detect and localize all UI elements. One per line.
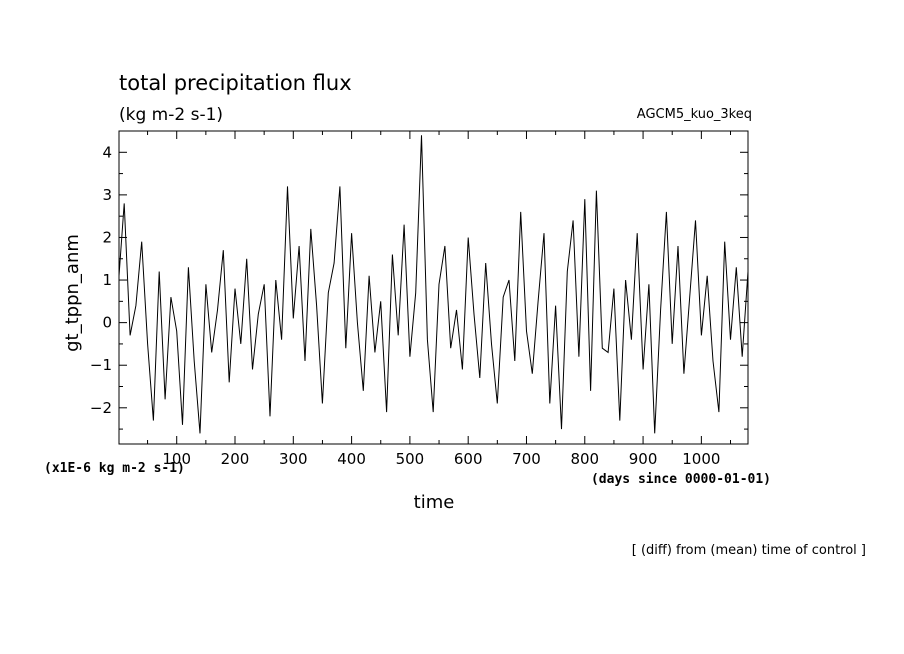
y-axis-label: gt_tppn_anm: [62, 234, 83, 352]
x-tick-label: 500: [396, 450, 425, 468]
x-axis-label: time: [414, 492, 455, 513]
x-tick-label: 800: [570, 450, 599, 468]
y-units-label: (x1E-6 kg m-2 s-1): [44, 461, 185, 476]
chart-title: total precipitation flux: [119, 71, 352, 95]
x-axis: 100 200 300 400 500 600 700 800 900 1000: [147, 131, 732, 468]
y-tick-label: 0: [102, 314, 112, 332]
y-tick-label: 3: [102, 186, 112, 204]
y-tick-label: 2: [102, 228, 112, 246]
y-axis: −2 −1 0 1 2 3 4: [90, 130, 748, 430]
plot-frame: [118, 130, 749, 445]
x-tick-label: 1000: [682, 450, 720, 468]
experiment-label: AGCM5_kuo_3keq: [637, 107, 752, 122]
y-tick-label: −2: [90, 399, 112, 417]
footnote: [ (diff) from (mean) time of control ]: [632, 543, 866, 558]
x-tick-label: 100: [162, 450, 191, 468]
x-tick-label: 400: [337, 450, 366, 468]
y-tick-label: 4: [102, 143, 112, 161]
x-tick-label: 900: [629, 450, 658, 468]
x-tick-label: 700: [512, 450, 541, 468]
chart-subtitle-units: (kg m-2 s-1): [119, 105, 223, 125]
y-tick-label: −1: [90, 356, 112, 374]
x-tick-label: 200: [221, 450, 250, 468]
x-tick-label: 600: [454, 450, 483, 468]
series-line: [118, 135, 749, 434]
y-tick-label: 1: [102, 271, 112, 289]
x-tick-label: 300: [279, 450, 308, 468]
x-units-label: (days since 0000-01-01): [591, 472, 771, 487]
